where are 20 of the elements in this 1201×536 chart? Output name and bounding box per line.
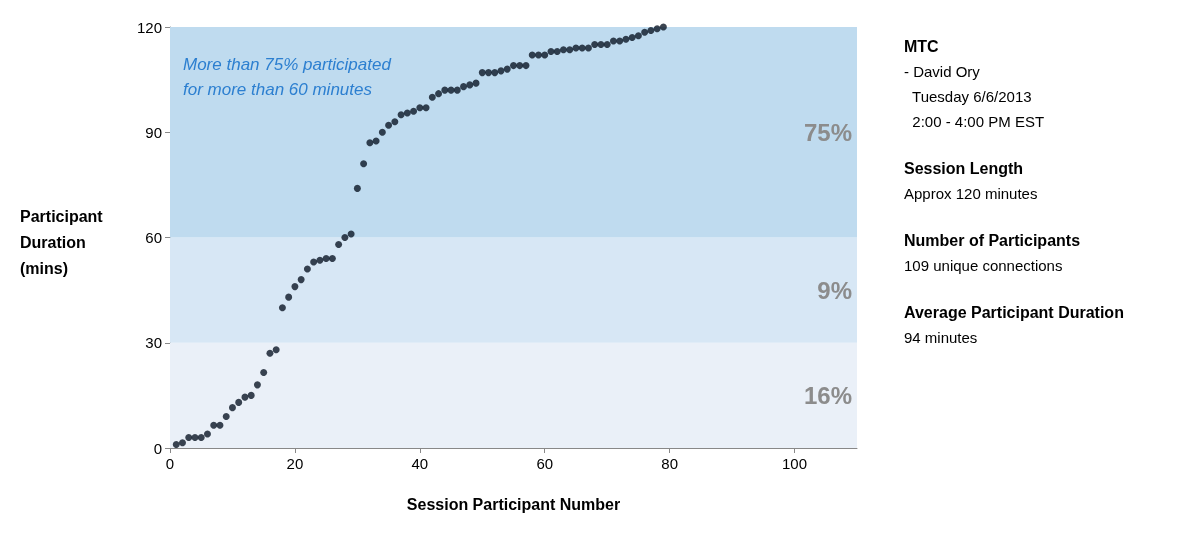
y-tick-label: 60 [145, 229, 162, 246]
y-axis-title: Participant Duration (mins) [20, 207, 104, 277]
y-tick-label: 90 [145, 123, 162, 141]
x-tick-label: 40 [411, 455, 429, 472]
x-axis-title: Session Participant Number [406, 495, 621, 513]
text: Average Participant Duration 94 minutes [904, 303, 1124, 346]
x-tick-label: 60 [536, 455, 554, 472]
text: Number of Participants 109 unique connections [904, 231, 1081, 274]
y-tick-label: 30 [145, 334, 162, 352]
x-tick-label: 20 [286, 455, 304, 472]
text: Session Length Approx 120 minutes [904, 159, 1038, 202]
y-tick-label: 120 [136, 18, 162, 36]
x-tick-label: 0 [165, 455, 175, 472]
y-tick-label: 0 [153, 439, 162, 457]
text: MTC - David Ory Tuesday 6/6/2013 2:00 - 4:00 PM EST [904, 37, 1045, 130]
band-label: 75% [803, 118, 852, 146]
band-label: 9% [817, 276, 852, 304]
x-tick-label: 80 [661, 455, 678, 472]
x-tick-label: 100 [782, 455, 808, 472]
band-label: 16% [803, 381, 852, 409]
